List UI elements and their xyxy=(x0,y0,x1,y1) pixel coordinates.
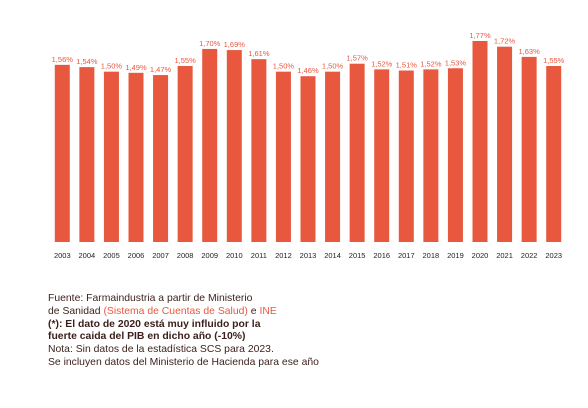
x-tick-2017: 2017 xyxy=(398,251,415,260)
bar-2018 xyxy=(423,69,439,242)
x-tick-2021: 2021 xyxy=(496,251,513,260)
bar-2010 xyxy=(226,50,242,242)
note-2023: Nota: Sin datos de la estadística SCS pa… xyxy=(48,344,274,356)
value-label-2019: 1,53% xyxy=(445,58,467,67)
value-label-2007: 1,47% xyxy=(150,65,172,74)
value-label-2021: 1,72% xyxy=(494,37,516,46)
x-tick-2022: 2022 xyxy=(521,251,538,260)
note-2020-warning: (*): El dato de 2020 está muy influido p… xyxy=(48,318,261,330)
bar-2022 xyxy=(521,56,537,243)
value-label-2016: 1,52% xyxy=(371,59,393,68)
bars-group xyxy=(54,41,562,243)
value-label-2015: 1,57% xyxy=(346,54,368,63)
note-2023-2: Se incluyen datos del Ministerio de Haci… xyxy=(48,356,319,368)
value-labels-group: 1,56% 1,54%1,50% 1,49% 1,47%1,55%1,70% 1,69%… xyxy=(52,31,565,75)
value-label-2014: 1,50% xyxy=(322,62,344,71)
note-2020-warning-2: fuerte caida del PIB en dicho año (-10%) xyxy=(48,331,246,343)
bar-2023 xyxy=(546,65,562,242)
x-tick-2003: 2003 xyxy=(54,251,71,260)
value-label-2018: 1,52% xyxy=(420,59,442,68)
source-notes: Fuente: Farmaindustria a partir de Minis… xyxy=(48,293,548,370)
value-label-2006: 1,49% xyxy=(125,63,147,72)
value-label-2008: 1,55% xyxy=(174,56,196,65)
value-label-2012: 1,50% xyxy=(273,62,295,71)
bar-2004 xyxy=(79,67,95,243)
bar-2013 xyxy=(300,76,316,242)
note-source-line-2: de Sanidad (Sistema de Cuentas de Salud)… xyxy=(48,306,548,319)
value-label-2011: 1,61% xyxy=(248,49,270,58)
value-label-2003: 1,56% xyxy=(52,55,74,64)
x-tick-2010: 2010 xyxy=(226,251,243,260)
bar-2019 xyxy=(447,68,463,242)
x-tick-2009: 2009 xyxy=(201,251,218,260)
value-label-2020: 1,77% xyxy=(469,31,491,40)
x-tick-2008: 2008 xyxy=(177,251,194,260)
x-tick-2006: 2006 xyxy=(128,251,145,260)
bar-2020 xyxy=(472,41,488,242)
x-tick-2012: 2012 xyxy=(275,251,292,260)
x-tick-2005: 2005 xyxy=(103,251,120,260)
bar-chart: 1,56% 1,54%1,50% 1,49% 1,47%1,55%1,70% 1,69%… xyxy=(52,31,565,260)
bar-2012 xyxy=(275,71,291,242)
note-source-line: Fuente: Farmaindustria a partir de Minis… xyxy=(48,293,253,304)
x-tick-2007: 2007 xyxy=(152,251,169,260)
value-label-2023: 1,55% xyxy=(543,56,565,65)
value-label-2013: 1,46% xyxy=(297,66,319,75)
x-tick-2004: 2004 xyxy=(79,251,96,260)
bar-2003 xyxy=(54,64,70,242)
x-tick-2019: 2019 xyxy=(447,251,464,260)
value-label-2009: 1,70% xyxy=(199,39,221,48)
bar-2006 xyxy=(128,72,144,242)
bar-2015 xyxy=(349,63,365,243)
ine-link[interactable]: INE xyxy=(259,305,277,317)
x-axis-tick-labels: 2003 2004 2005 2006 2007 2008 2009 2010 2011 2012… xyxy=(54,251,562,260)
x-tick-2018: 2018 xyxy=(423,251,440,260)
x-tick-2015: 2015 xyxy=(349,251,366,260)
bar-2007 xyxy=(153,75,169,242)
note-source-prefix: de Sanidad xyxy=(48,305,104,317)
value-label-2017: 1,51% xyxy=(396,61,418,70)
bar-2011 xyxy=(251,59,267,242)
value-label-2010: 1,69% xyxy=(224,40,246,49)
bar-2008 xyxy=(177,65,193,242)
note-conjunction: e xyxy=(247,305,260,317)
value-label-2005: 1,50% xyxy=(101,62,123,71)
x-tick-2011: 2011 xyxy=(251,251,267,260)
bar-2005 xyxy=(103,71,119,242)
bar-2009 xyxy=(202,48,218,243)
x-tick-2014: 2014 xyxy=(324,251,341,260)
sistema-cuentas-salud-link[interactable]: (Sistema de Cuentas de Salud) xyxy=(103,305,248,317)
bar-2016 xyxy=(374,69,390,242)
bar-2014 xyxy=(325,71,341,242)
bar-2017 xyxy=(398,70,414,242)
bar-2021 xyxy=(497,46,513,243)
x-tick-2016: 2016 xyxy=(373,251,390,260)
value-label-2022: 1,63% xyxy=(518,47,540,56)
x-tick-2013: 2013 xyxy=(300,251,317,260)
value-label-2004: 1,54% xyxy=(76,57,98,66)
x-tick-2023: 2023 xyxy=(545,251,562,260)
x-tick-2020: 2020 xyxy=(472,251,489,260)
